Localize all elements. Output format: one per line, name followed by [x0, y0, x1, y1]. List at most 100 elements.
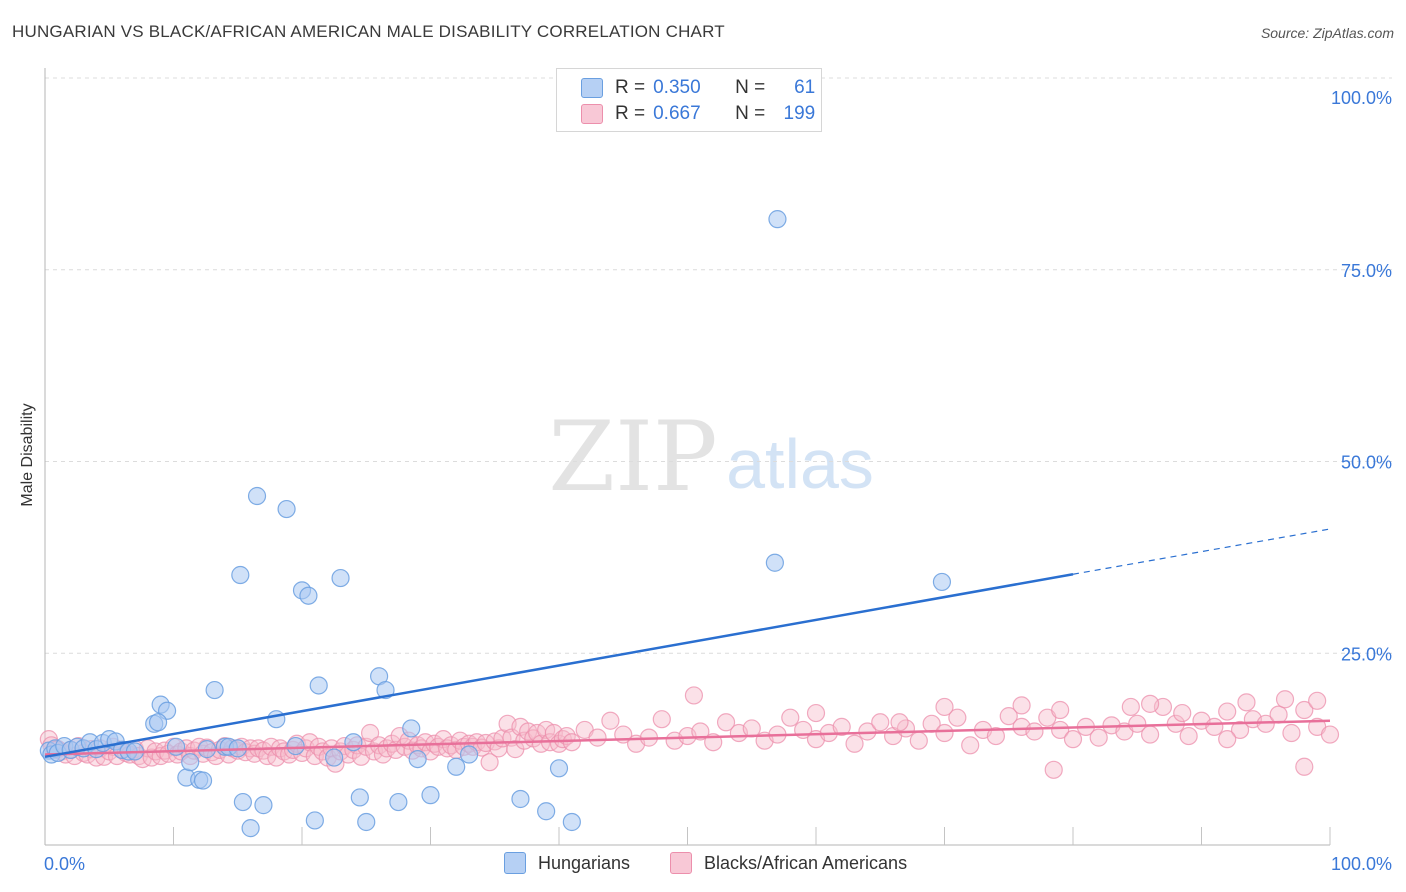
point-hungarians: [331, 568, 350, 588]
point-hungarians: [357, 812, 376, 832]
legend-r-label: R =: [615, 103, 646, 124]
legend-row-blacks: R = 0.667 N = 199: [581, 102, 815, 126]
point-hungarians: [305, 811, 324, 830]
legend-r-label: R =: [615, 77, 646, 98]
point-blacks: [588, 728, 607, 747]
source-label: Source: ZipAtlas.com: [1260, 25, 1394, 41]
point-blacks: [1295, 757, 1314, 776]
point-hungarians: [277, 499, 296, 519]
point-blacks: [935, 723, 954, 743]
point-blacks: [832, 717, 851, 736]
chart-title: HUNGARIAN VS BLACK/AFRICAN AMERICAN MALE…: [12, 22, 725, 41]
point-blacks: [562, 733, 581, 752]
point-blacks: [1237, 693, 1256, 712]
point-blacks: [1295, 700, 1314, 720]
point-blacks: [1275, 690, 1295, 709]
point-blacks: [1173, 703, 1192, 723]
point-blacks: [652, 710, 671, 729]
series-legend-label: Hungarians: [538, 852, 631, 873]
point-blacks: [935, 697, 954, 717]
point-blacks: [1044, 760, 1063, 779]
series-legend-hungarians: Hungarians: [504, 852, 630, 874]
point-hungarians: [447, 757, 466, 776]
point-hungarians: [309, 676, 328, 695]
point-blacks: [845, 734, 864, 753]
point-hungarians: [231, 565, 250, 585]
point-blacks: [1063, 730, 1083, 749]
point-hungarians: [205, 680, 224, 700]
point-blacks: [684, 686, 704, 705]
pink-swatch-icon: [581, 104, 603, 124]
point-hungarians: [286, 736, 305, 756]
trend-line-blacks: [44, 719, 1331, 756]
point-blacks: [1121, 697, 1140, 717]
point-blacks: [961, 736, 980, 755]
point-hungarians: [241, 819, 260, 838]
point-hungarians: [148, 713, 168, 732]
legend-r-value: 0.350: [653, 77, 701, 98]
point-blacks: [871, 713, 890, 732]
legend-row-hungarians: R = 0.350 N = 61: [581, 76, 815, 100]
point-hungarians: [537, 802, 556, 821]
point-blacks: [1051, 700, 1070, 720]
point-hungarians: [765, 553, 784, 572]
point-hungarians: [166, 737, 186, 756]
point-blacks: [742, 719, 761, 738]
point-hungarians: [421, 786, 440, 805]
watermark-atlas: atlas: [726, 425, 874, 503]
point-hungarians: [254, 796, 273, 815]
point-blacks: [806, 703, 826, 723]
point-hungarians: [389, 792, 408, 812]
legend-n-value: 199: [783, 103, 816, 124]
blue-swatch-icon: [504, 852, 526, 874]
point-blacks: [691, 722, 710, 741]
point-blacks: [909, 731, 928, 750]
point-hungarians: [233, 792, 252, 812]
point-blacks: [1140, 694, 1160, 713]
point-hungarians: [549, 759, 569, 778]
x-tick-label: 0.0%: [44, 854, 85, 874]
point-blacks: [1128, 714, 1147, 733]
point-blacks: [1089, 728, 1108, 747]
point-blacks: [1218, 702, 1237, 721]
point-blacks: [1140, 725, 1160, 744]
legend-r-value: 0.667: [653, 103, 701, 124]
watermark-zip: ZIP: [548, 401, 717, 513]
point-blacks: [1282, 723, 1301, 743]
blue-swatch-icon: [581, 78, 603, 98]
point-blacks: [1230, 720, 1250, 740]
point-blacks: [999, 707, 1018, 726]
y-tick-label: 75.0%: [1341, 261, 1392, 281]
point-hungarians: [562, 812, 581, 832]
point-hungarians: [181, 753, 200, 772]
y-tick-label: 25.0%: [1341, 644, 1392, 664]
point-hungarians: [511, 789, 530, 809]
legend-n-value: 61: [794, 77, 816, 98]
trend-line-hungarians-extension: [1072, 528, 1331, 575]
point-hungarians: [299, 586, 318, 605]
pink-swatch-icon: [670, 852, 692, 874]
point-blacks: [1308, 691, 1327, 710]
series-legend-blacks: Blacks/African Americans: [670, 852, 907, 874]
point-hungarians: [193, 771, 213, 790]
series-legend-label: Blacks/African Americans: [704, 852, 908, 873]
point-hungarians: [459, 745, 479, 764]
y-tick-label: 100.0%: [1331, 88, 1392, 108]
legend-n-label: N =: [735, 103, 766, 124]
point-blacks: [781, 708, 800, 727]
point-blacks: [1205, 717, 1224, 736]
point-blacks: [531, 734, 551, 753]
point-hungarians: [350, 788, 369, 807]
series-legend: Hungarians Blacks/African Americans: [0, 852, 1406, 878]
legend-n-label: N =: [735, 77, 766, 98]
correlation-legend: R = 0.350 N = 61 R = 0.667 N = 199: [556, 68, 822, 132]
point-blacks: [1025, 722, 1044, 741]
y-tick-label: 50.0%: [1341, 453, 1392, 473]
point-hungarians: [267, 710, 286, 729]
point-blacks: [361, 723, 380, 743]
trend-line-hungarians: [44, 573, 1074, 759]
point-hungarians: [325, 748, 344, 767]
point-hungarians: [247, 486, 267, 506]
point-blacks: [1051, 720, 1070, 740]
